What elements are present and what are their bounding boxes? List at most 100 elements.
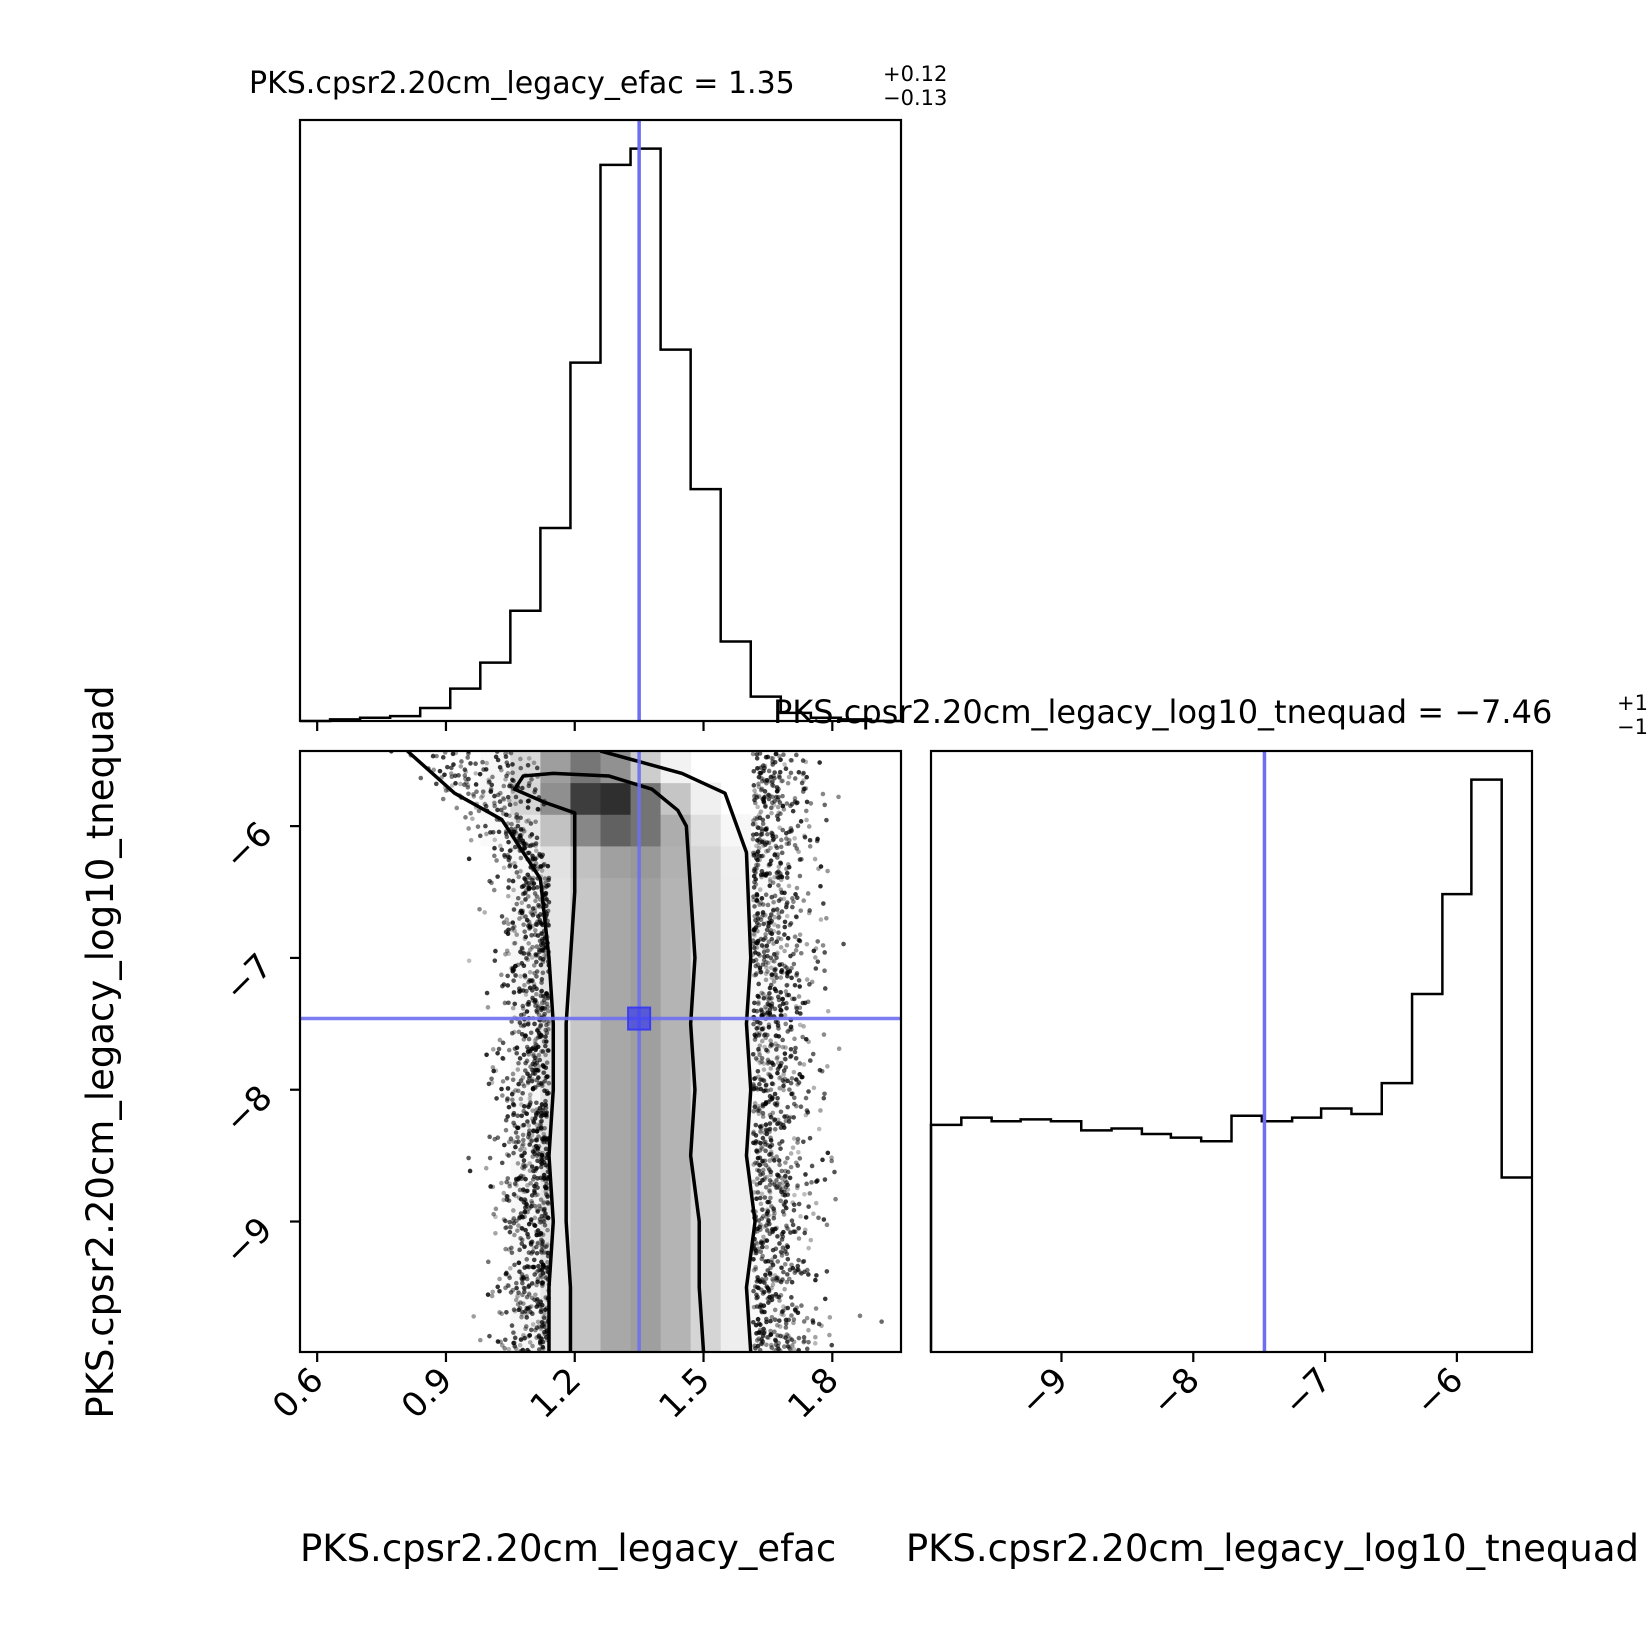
tnequad-histogram-bar [992, 1121, 1021, 1352]
efac-title-minus: −0.13 [883, 86, 947, 110]
scatter-point [510, 878, 516, 884]
scatter-point [490, 1065, 496, 1070]
density-cell [660, 1130, 692, 1163]
density-cell [720, 1098, 752, 1132]
scatter-point [526, 1131, 532, 1137]
scatter-point [772, 914, 777, 920]
scatter-point [530, 906, 536, 911]
scatter-point [504, 1193, 510, 1199]
scatter-point [535, 1192, 540, 1198]
scatter-point [758, 1341, 764, 1346]
scatter-point [521, 1276, 527, 1281]
scatter-point [788, 1151, 794, 1156]
scatter-point [529, 1203, 534, 1209]
scatter-point [540, 1283, 545, 1289]
efac-histogram-bar [510, 611, 540, 721]
scatter-point [511, 990, 517, 995]
scatter-point [760, 1102, 766, 1107]
efac-title-plus: +0.12 [883, 62, 947, 86]
scatter-point [497, 799, 503, 804]
scatter-point [817, 1067, 823, 1073]
scatter-point [782, 932, 787, 937]
scatter-point [780, 778, 785, 784]
scatter-point [504, 773, 509, 779]
scatter-point [759, 1009, 764, 1014]
scatter-point [750, 836, 756, 842]
density-cell [570, 1193, 601, 1226]
scatter-point [466, 776, 471, 782]
scatter-point [765, 1199, 770, 1205]
scatter-point [810, 1320, 816, 1325]
scatter-point [795, 1140, 800, 1145]
scatter-point [801, 1319, 807, 1324]
scatter-point [531, 1120, 537, 1125]
scatter-point [768, 1151, 774, 1157]
scatter-point [767, 1182, 773, 1188]
scatter-point [510, 920, 516, 925]
scatter-point [760, 1214, 766, 1219]
scatter-point [765, 1285, 771, 1291]
scatter-point [775, 1234, 780, 1239]
scatter-point [769, 800, 775, 806]
scatter-point [773, 1342, 779, 1348]
scatter-point [540, 947, 545, 953]
scatter-point [506, 1000, 511, 1006]
scatter-point [515, 1134, 520, 1140]
scatter-point [506, 1047, 512, 1053]
scatter-point [841, 941, 846, 947]
scatter-point [538, 1123, 543, 1129]
density-cell [720, 1067, 752, 1100]
scatter-point [788, 953, 793, 959]
scatter-point [765, 948, 770, 953]
scatter-point [778, 1075, 783, 1080]
scatter-point [466, 791, 471, 797]
scatter-point [751, 894, 756, 899]
scatter-point [521, 1285, 527, 1291]
scatter-point [821, 901, 826, 906]
scatter-point [793, 1055, 799, 1061]
tnequad-x-tick-label: −6 [1408, 1360, 1472, 1424]
scatter-point [751, 1086, 757, 1092]
scatter-point [539, 1213, 545, 1219]
density-cell [660, 1035, 692, 1068]
scatter-point [513, 1130, 519, 1135]
scatter-point [792, 1229, 798, 1235]
scatter-point [774, 1056, 780, 1061]
density-cell [570, 1067, 601, 1100]
scatter-point [443, 788, 449, 793]
scatter-point [800, 1000, 806, 1006]
scatter-point [529, 1281, 535, 1286]
contour-inner [512, 771, 706, 1352]
scatter-point [529, 777, 534, 782]
scatter-point [505, 893, 511, 899]
scatter-point [768, 1138, 774, 1143]
scatter-point [782, 1173, 788, 1179]
scatter-point [784, 875, 790, 880]
scatter-point [543, 1027, 549, 1033]
scatter-point [501, 811, 506, 816]
scatter-point [535, 1240, 541, 1246]
scatter-point [801, 1024, 806, 1029]
scatter-point [771, 979, 777, 984]
scatter-point [514, 1218, 519, 1224]
scatter-point [520, 1292, 525, 1298]
density-cell [540, 751, 571, 784]
scatter-point [754, 1292, 759, 1298]
scatter-point [798, 1104, 804, 1110]
scatter-point [790, 1145, 796, 1150]
density-cell [570, 751, 601, 784]
scatter-point [803, 1036, 809, 1042]
scatter-point [516, 1223, 521, 1228]
scatter-point [785, 1272, 790, 1277]
scatter-point [531, 881, 537, 886]
scatter-point [541, 1160, 547, 1165]
scatter-point [510, 1097, 515, 1103]
scatter-point [493, 1230, 498, 1236]
scatter-point [771, 959, 777, 964]
scatter-point [805, 891, 811, 896]
scatter-point [750, 821, 756, 827]
scatter-point [527, 880, 532, 886]
scatter-point [769, 936, 775, 942]
scatter-point [526, 941, 531, 946]
density-cell [690, 1288, 722, 1321]
